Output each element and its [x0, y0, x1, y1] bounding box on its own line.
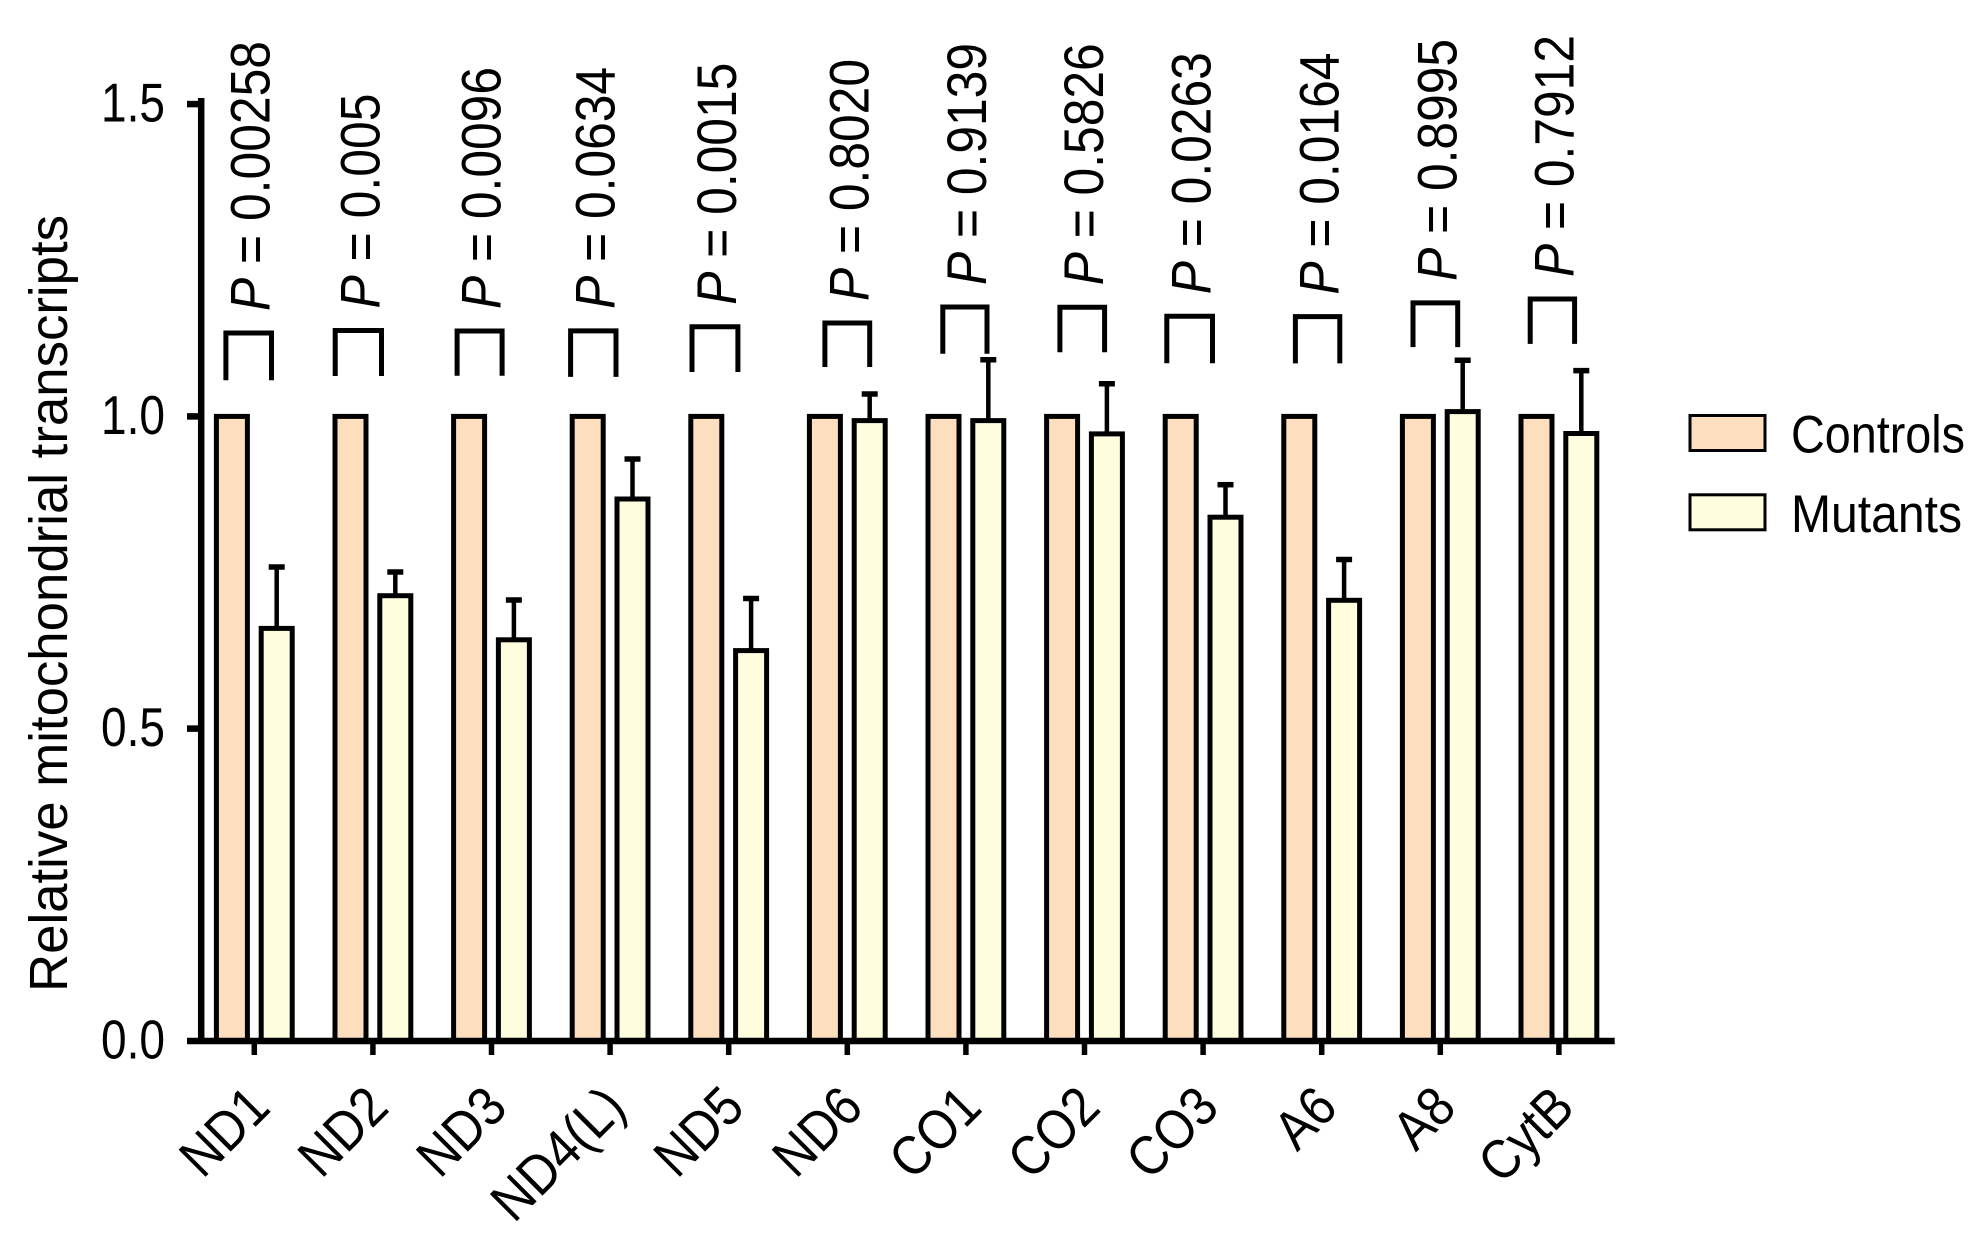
svg-text:P = 0.005: P = 0.005: [328, 93, 391, 308]
svg-text:Mutants: Mutants: [1791, 485, 1962, 544]
svg-text:P = 0.00258: P = 0.00258: [219, 41, 282, 311]
svg-text:P = 0.0096: P = 0.0096: [450, 67, 513, 309]
svg-text:P = 0.0164: P = 0.0164: [1288, 53, 1351, 295]
svg-text:P = 0.0263: P = 0.0263: [1160, 52, 1223, 294]
svg-text:Controls: Controls: [1791, 406, 1965, 465]
svg-text:P = 0.0634: P = 0.0634: [563, 67, 626, 309]
svg-text:P = 0.8995: P = 0.8995: [1405, 39, 1468, 281]
svg-text:P = 0.8020: P = 0.8020: [817, 59, 880, 301]
svg-text:0.5: 0.5: [101, 696, 165, 758]
svg-text:P = 0.5826: P = 0.5826: [1052, 43, 1115, 285]
svg-text:P = 0.9139: P = 0.9139: [935, 43, 998, 285]
svg-text:P = 0.7912: P = 0.7912: [1522, 35, 1585, 277]
svg-text:Relative mitochondrial transcr: Relative mitochondrial transcripts: [19, 215, 79, 992]
svg-text:1.5: 1.5: [101, 72, 165, 134]
svg-text:1.0: 1.0: [101, 384, 165, 446]
svg-text:0.0: 0.0: [101, 1009, 165, 1071]
svg-text:P = 0.0015: P = 0.0015: [685, 63, 748, 305]
